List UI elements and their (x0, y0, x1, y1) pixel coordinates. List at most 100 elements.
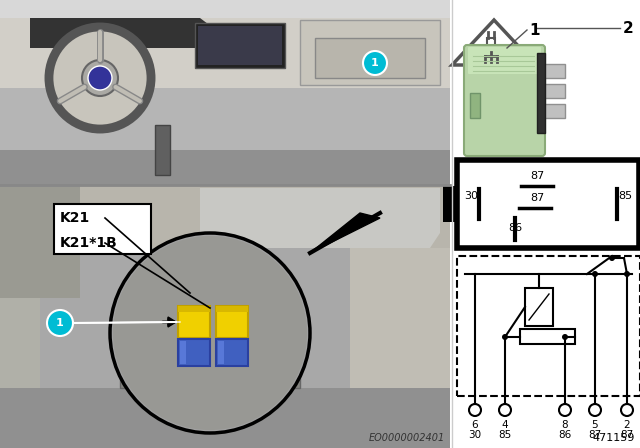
Bar (338, 219, 346, 222)
Circle shape (113, 236, 307, 430)
Bar (540, 84, 565, 98)
Bar (290, 195, 298, 198)
Bar (400, 46, 408, 48)
Text: 30: 30 (468, 430, 481, 440)
Bar (362, 207, 370, 210)
Bar (230, 207, 238, 210)
Bar (340, 36, 348, 38)
Bar (338, 195, 346, 198)
Bar (314, 201, 322, 204)
Bar (266, 195, 274, 198)
Circle shape (589, 404, 601, 416)
Bar (230, 201, 238, 204)
Circle shape (499, 404, 511, 416)
Bar (310, 51, 318, 53)
Bar (254, 225, 262, 228)
Text: K21*1B: K21*1B (60, 236, 118, 250)
Bar (314, 207, 322, 210)
Polygon shape (310, 213, 380, 253)
Circle shape (82, 60, 118, 96)
Text: 30: 30 (464, 191, 478, 201)
Bar (350, 201, 358, 204)
Bar (338, 225, 346, 228)
Bar (374, 213, 382, 216)
Text: 86: 86 (508, 223, 522, 233)
Bar (290, 219, 298, 222)
Bar (639, 186, 640, 222)
Bar (290, 201, 298, 204)
Bar (230, 225, 238, 228)
Bar (457, 160, 639, 248)
Bar (0, 388, 450, 448)
Bar (155, 125, 170, 175)
Bar (370, 51, 378, 53)
Bar (0, 185, 40, 448)
Bar (278, 213, 286, 216)
Text: 471159: 471159 (593, 433, 635, 443)
Bar (0, 185, 80, 298)
Bar (0, 18, 450, 88)
Bar (470, 93, 480, 118)
Polygon shape (200, 188, 440, 248)
Bar (520, 329, 575, 344)
Bar (362, 201, 370, 204)
Bar (525, 288, 553, 326)
Bar (266, 225, 274, 228)
Bar (216, 339, 248, 366)
Bar (242, 201, 250, 204)
Bar (302, 213, 310, 216)
Bar (254, 207, 262, 210)
Bar (242, 219, 250, 222)
Bar (314, 195, 322, 198)
Circle shape (52, 30, 148, 126)
Bar (537, 53, 545, 133)
Bar (362, 213, 370, 216)
Bar (487, 38, 495, 52)
Bar (254, 219, 262, 222)
Bar (314, 219, 322, 222)
Bar (278, 225, 286, 228)
Bar (362, 225, 370, 228)
Circle shape (559, 404, 571, 416)
Circle shape (363, 51, 387, 75)
Bar (278, 207, 286, 210)
Bar (374, 207, 382, 210)
Bar (326, 201, 334, 204)
Text: 2: 2 (624, 420, 630, 430)
Bar (230, 219, 238, 222)
Circle shape (110, 233, 310, 433)
Bar (242, 213, 250, 216)
Bar (340, 46, 348, 48)
Bar (540, 104, 565, 118)
Bar (266, 207, 274, 210)
Text: 87: 87 (530, 171, 544, 181)
Bar (340, 41, 348, 43)
Bar (178, 339, 210, 366)
Bar (218, 341, 224, 364)
Bar (338, 207, 346, 210)
Circle shape (88, 66, 112, 90)
Bar (452, 0, 640, 448)
Text: EO0000002401: EO0000002401 (369, 433, 445, 443)
Bar (216, 306, 248, 338)
Bar (178, 306, 210, 312)
Bar (242, 225, 250, 228)
Bar (400, 41, 408, 43)
Circle shape (47, 310, 73, 336)
FancyBboxPatch shape (464, 45, 545, 156)
Circle shape (502, 334, 508, 340)
Circle shape (562, 334, 568, 340)
Bar (178, 306, 210, 338)
Text: 1: 1 (529, 22, 540, 38)
Bar (290, 225, 298, 228)
Text: 6: 6 (472, 420, 478, 430)
Bar (198, 26, 282, 65)
Text: 87: 87 (588, 430, 602, 440)
Bar (266, 219, 274, 222)
Bar (290, 213, 298, 216)
Bar (457, 256, 640, 396)
Bar (443, 186, 457, 222)
Bar (302, 225, 310, 228)
Bar (254, 195, 262, 198)
Bar (362, 219, 370, 222)
